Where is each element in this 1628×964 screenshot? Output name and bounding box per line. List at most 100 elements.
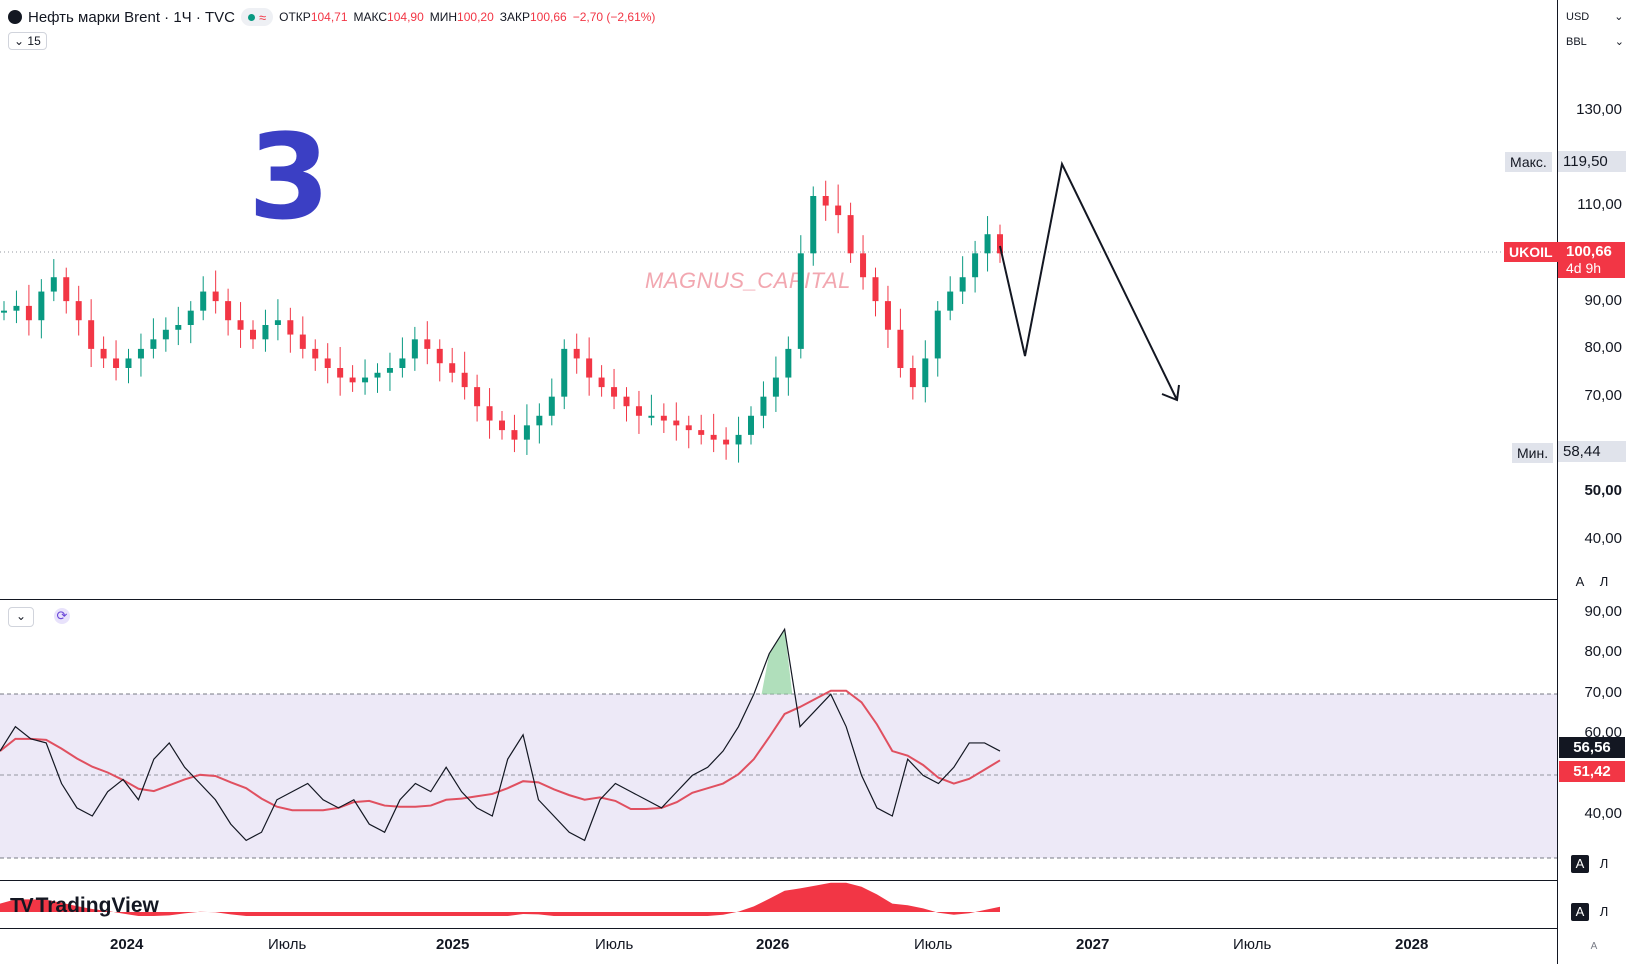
- candle-body: [685, 425, 692, 431]
- candle-body: [573, 348, 580, 359]
- candle-body: [785, 348, 792, 378]
- candle-body: [436, 348, 443, 364]
- candle-body: [623, 396, 630, 407]
- candle-body: [723, 439, 730, 445]
- rsi-tick: 90,00: [1584, 603, 1622, 620]
- candle-body: [611, 387, 618, 397]
- candle-body: [386, 368, 393, 373]
- open-key: ОТКР: [279, 10, 311, 24]
- candle-body: [934, 310, 941, 359]
- candle-body: [200, 291, 207, 311]
- candle-body: [25, 305, 32, 321]
- hist-auto-scale-button[interactable]: A: [1571, 903, 1589, 921]
- symbol-logo-icon: [8, 10, 22, 24]
- unit-select[interactable]: BBL ⌄: [1566, 35, 1624, 48]
- time-label: 2024: [110, 936, 144, 953]
- rsi-log-scale-button[interactable]: Л: [1599, 856, 1609, 871]
- candle-body: [137, 348, 144, 359]
- rsi-auto-scale-button[interactable]: A: [1571, 855, 1589, 873]
- tradingview-mark-icon: TV: [10, 894, 34, 917]
- candle-body: [237, 320, 244, 330]
- close-value: 100,66: [530, 10, 567, 24]
- rsi-ma-value-badge: 51,42: [1559, 761, 1625, 782]
- rsi-value-badge: 56,56: [1559, 737, 1625, 758]
- market-open-icon: [248, 13, 255, 21]
- market-status-pill[interactable]: ≈: [241, 8, 274, 26]
- time-label: Июль: [914, 936, 953, 953]
- candle-body: [250, 329, 256, 340]
- candle-body: [835, 205, 842, 216]
- price-tick: 110,00: [1577, 196, 1622, 213]
- close-key: ЗАКР: [499, 10, 530, 24]
- candle-body: [461, 372, 468, 388]
- rsi-collapse-button[interactable]: ⌄: [8, 607, 34, 627]
- candle-body: [660, 415, 667, 421]
- time-axis-auto-button[interactable]: A: [1590, 941, 1598, 952]
- bar-countdown: 4d 9h: [1566, 260, 1602, 276]
- candle-body: [511, 430, 518, 440]
- currency-select[interactable]: USD ⌄: [1566, 10, 1623, 23]
- symbol-header[interactable]: Нефть марки Brent · 1Ч · TVC ≈ ОТКР104,7…: [8, 6, 655, 28]
- open-value: 104,71: [310, 10, 348, 24]
- candle-body: [997, 234, 1003, 254]
- candles-group: [1, 180, 1003, 463]
- candle-body: [586, 358, 593, 378]
- wave-number-annotation: 3: [248, 108, 331, 246]
- candle-body: [760, 396, 767, 416]
- rsi-tick: 70,00: [1584, 684, 1622, 701]
- price-tick: 70,00: [1584, 387, 1622, 404]
- rsi-band: [0, 694, 1557, 858]
- time-label: Июль: [595, 936, 634, 953]
- last-price-badge: 100,66 4d 9h: [1558, 242, 1625, 278]
- time-label: 2026: [756, 936, 790, 953]
- price-tick: 90,00: [1584, 292, 1622, 309]
- candle-body: [424, 339, 431, 349]
- low-key: МИН: [429, 10, 458, 24]
- candle-body: [847, 215, 854, 254]
- candle-body: [274, 320, 281, 325]
- candle-body: [772, 377, 779, 397]
- candle-body: [262, 325, 269, 340]
- candle-body: [187, 310, 194, 325]
- rsi-tick: 40,00: [1584, 805, 1622, 822]
- candle-body: [38, 291, 45, 321]
- max-label: Макс.: [1505, 152, 1552, 172]
- pane-separator-main[interactable]: [0, 599, 1557, 600]
- refresh-icon[interactable]: ⟳: [54, 608, 70, 624]
- price-tick: 50,00: [1584, 482, 1622, 499]
- candle-body: [411, 339, 418, 359]
- auto-scale-button[interactable]: A: [1575, 574, 1585, 589]
- candle-body: [374, 372, 381, 378]
- forecast-path: [999, 160, 1178, 401]
- ohlc-values: ОТКР104,71 МАКС104,90 МИН100,20 ЗАКР100,…: [279, 10, 655, 24]
- time-label: 2027: [1076, 936, 1110, 953]
- pane-separator-rsi[interactable]: [0, 880, 1557, 881]
- candle-body: [75, 301, 82, 321]
- candle-body: [635, 406, 642, 416]
- rsi-line: [0, 627, 1001, 842]
- chevron-down-icon: ⌄: [15, 609, 27, 623]
- chevron-down-icon: ⌄: [14, 34, 28, 48]
- candle-body: [449, 363, 456, 373]
- candle-body: [125, 358, 132, 368]
- candle-body: [150, 339, 157, 349]
- hist-log-scale-button[interactable]: Л: [1599, 904, 1609, 919]
- time-label: Июль: [1233, 936, 1272, 953]
- candle-body: [648, 415, 655, 418]
- min-value: 58,44: [1558, 441, 1626, 462]
- tradingview-logo[interactable]: TV TradingView: [10, 894, 159, 918]
- symbol-title[interactable]: Нефть марки Brent · 1Ч · TVC: [28, 8, 235, 26]
- log-scale-button[interactable]: Л: [1599, 574, 1609, 589]
- indicator-collapse-button[interactable]: ⌄ 15: [8, 32, 47, 50]
- candle-body: [860, 253, 867, 278]
- candle-body: [947, 291, 954, 311]
- candle-body: [810, 196, 817, 254]
- chart-canvas[interactable]: [0, 0, 1557, 964]
- price-tick: 40,00: [1584, 530, 1622, 547]
- candle-body: [548, 396, 555, 416]
- candle-body: [88, 320, 95, 349]
- candle-body: [673, 420, 680, 426]
- max-value: 119,50: [1558, 151, 1626, 172]
- histogram-area: [0, 882, 1000, 916]
- brand-text: TradingView: [35, 894, 159, 917]
